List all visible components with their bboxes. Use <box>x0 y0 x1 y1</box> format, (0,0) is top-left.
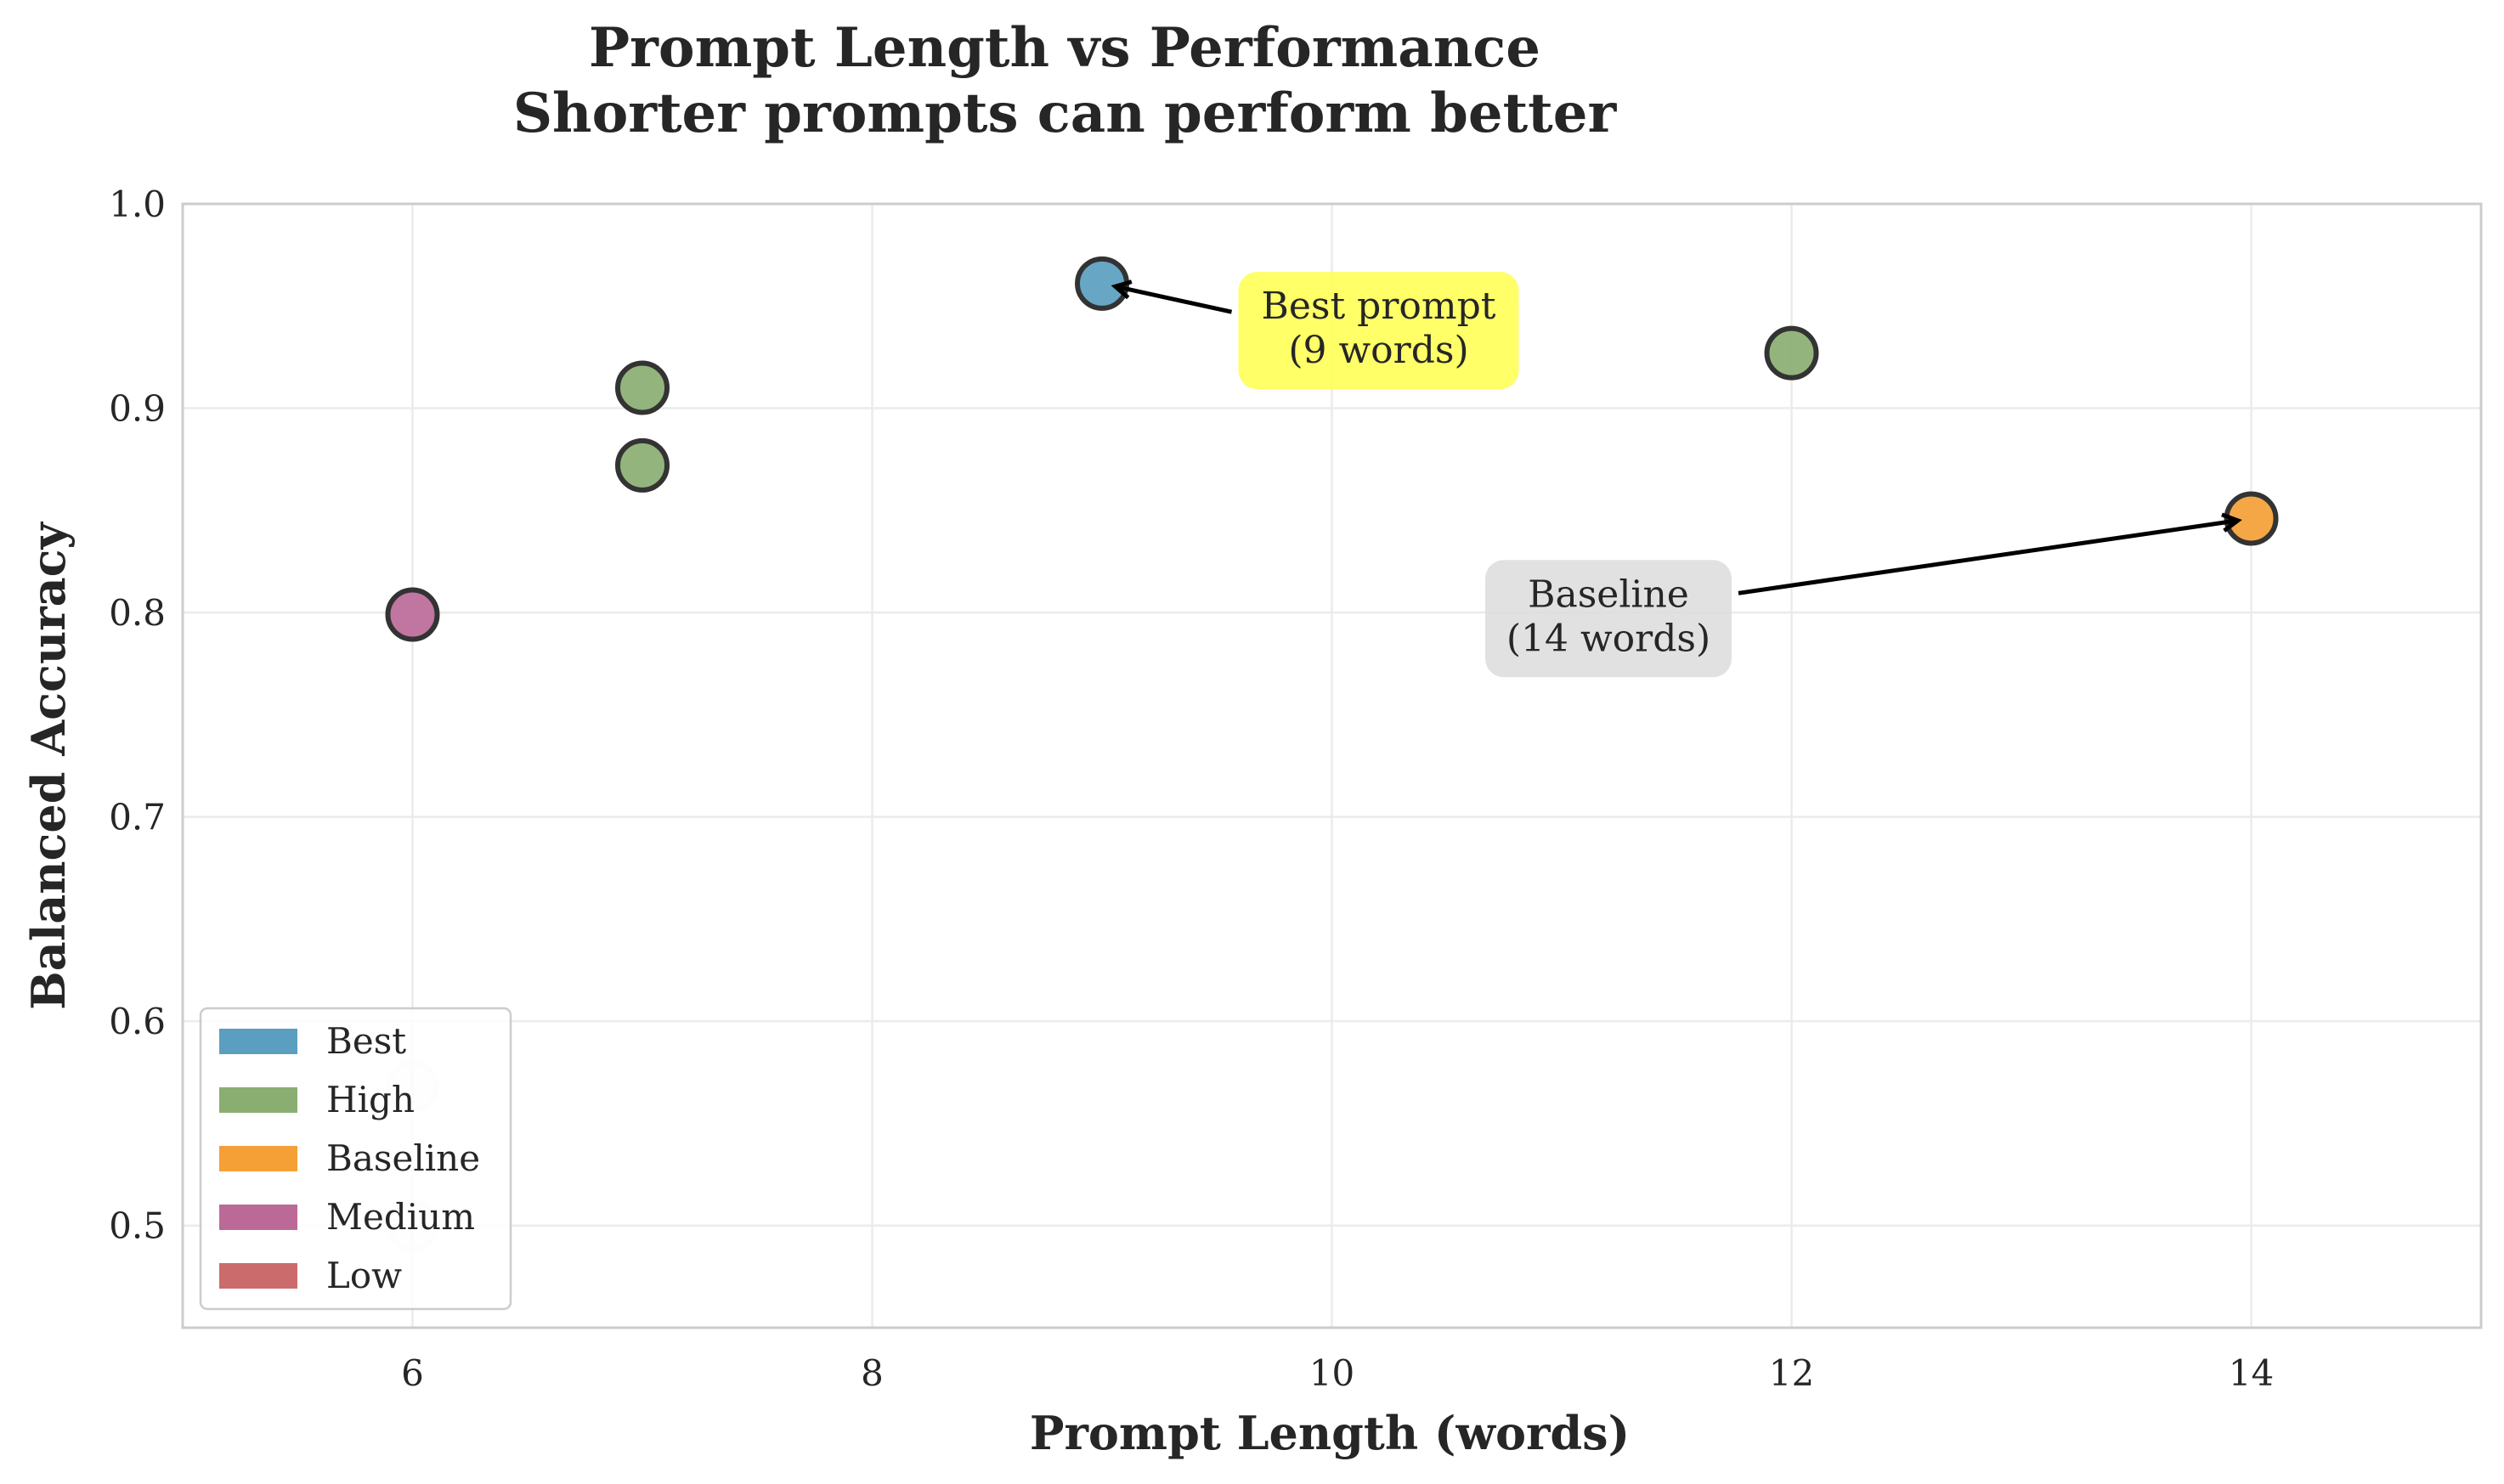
chart-title-line-2: Shorter prompts can perform better <box>513 82 1618 145</box>
x-axis-label: Prompt Length (words) <box>1030 1406 1630 1460</box>
data-point <box>1764 325 1819 381</box>
y-tick-label: 0.8 <box>109 592 166 634</box>
y-tick-label: 0.7 <box>109 797 166 838</box>
axis-ticks: 6 8 10 12 14 0.5 0.6 0.7 0.8 0.9 1.0 <box>109 183 2274 1394</box>
legend-swatch <box>219 1146 297 1171</box>
legend-label: Low <box>326 1255 402 1296</box>
annotation-text: Best prompt <box>1262 285 1496 328</box>
data-point <box>615 437 670 493</box>
y-tick-label: 0.9 <box>109 388 166 430</box>
x-tick-label: 8 <box>861 1352 884 1394</box>
x-tick-label: 12 <box>1769 1352 1814 1394</box>
legend-swatch <box>219 1029 297 1054</box>
y-tick-label: 0.5 <box>109 1205 166 1247</box>
legend-label: High <box>326 1079 415 1120</box>
annotation-box <box>1485 560 1732 678</box>
annotation-arrowhead <box>1111 279 1133 300</box>
annotation-arrowhead <box>2221 512 2242 533</box>
legend-label: Best <box>326 1020 406 1062</box>
annotation-text: (9 words) <box>1288 329 1468 372</box>
y-axis-label: Balanced Accuracy <box>21 521 76 1009</box>
legend: Best High Baseline Medium Low <box>199 1007 512 1311</box>
x-tick-label: 6 <box>401 1352 424 1394</box>
annotation-arrow <box>1116 286 1233 314</box>
legend-swatch <box>219 1205 297 1230</box>
annotation-box <box>1238 272 1519 390</box>
legend-swatch <box>219 1087 297 1113</box>
chart-title-line-1: Prompt Length vs Performance <box>589 16 1540 80</box>
y-tick-label: 0.6 <box>109 1001 166 1042</box>
annotations: Best prompt(9 words) Baseline(14 words) <box>1111 272 2242 678</box>
legend-box <box>199 1007 512 1311</box>
y-tick-label: 1.0 <box>109 183 166 225</box>
data-point <box>615 360 670 415</box>
annotation-text: Baseline <box>1528 573 1689 616</box>
legend-label: Baseline <box>326 1137 480 1179</box>
legend-label: Medium <box>326 1196 475 1238</box>
annotation-text: (14 words) <box>1506 617 1710 660</box>
x-tick-label: 10 <box>1309 1352 1354 1394</box>
data-point <box>385 587 440 642</box>
x-tick-label: 14 <box>2229 1352 2274 1394</box>
annotation-arrow <box>1738 521 2238 595</box>
legend-swatch <box>219 1263 297 1289</box>
plot-area-frame <box>181 202 2483 1329</box>
